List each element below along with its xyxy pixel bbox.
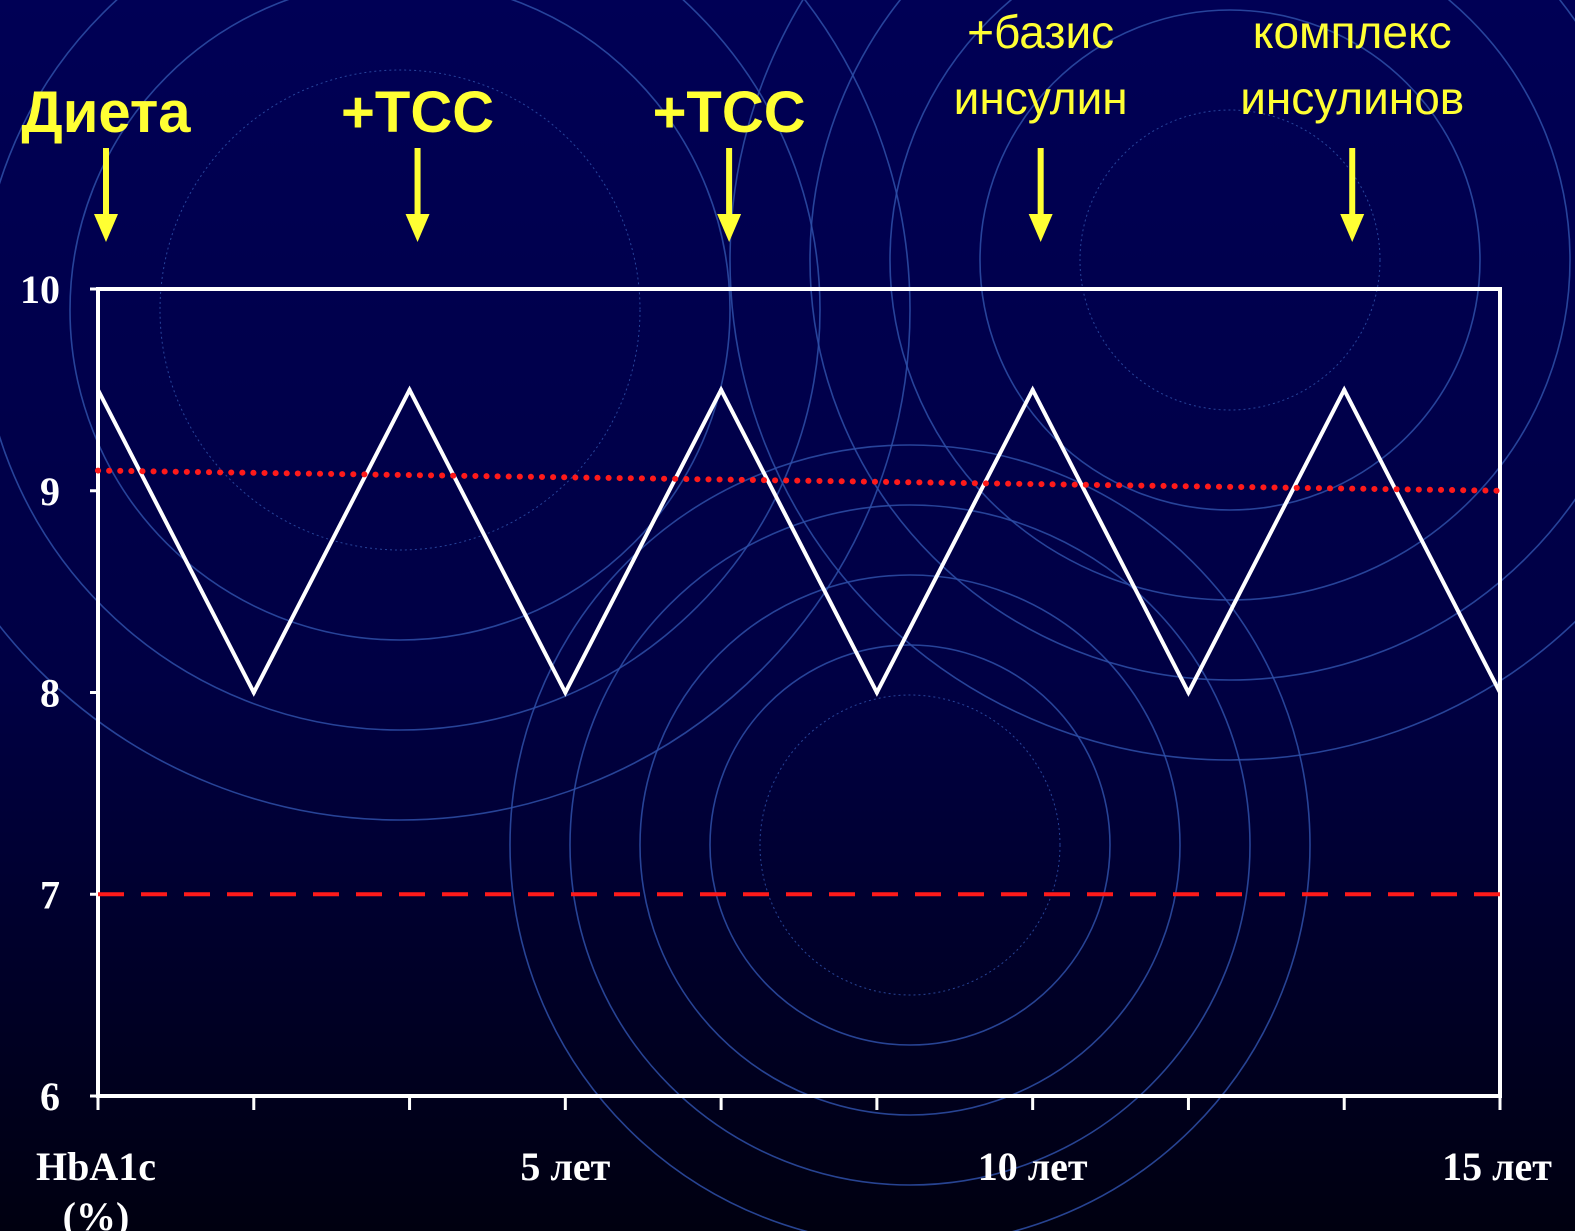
hba1c-data-point [1030, 387, 1035, 392]
annotation-label: Диета [21, 80, 191, 145]
hba1c-data-point [1186, 690, 1191, 695]
decorative-circle [809, 0, 1575, 681]
annotation-arrow-head-icon [94, 214, 118, 242]
y-tick-label: 9 [40, 469, 60, 514]
decorative-circle [979, 9, 1481, 511]
y-tick-label: 6 [40, 1074, 60, 1119]
annotation-arrow-head-icon [1340, 214, 1365, 242]
annotation-label: +базис инсулин [954, 6, 1128, 124]
annotations: Диета +ТСС +ТСС +базис инсулин комплекс инсули… [21, 6, 1464, 242]
annotation-label: +ТСС [653, 80, 806, 145]
hba1c-data-point [1498, 690, 1502, 695]
hba1c-data-point [563, 690, 568, 695]
decorative-circle [889, 0, 1571, 601]
hba1c-data-point [407, 387, 412, 392]
x-tick-label: 5 лет [520, 1144, 610, 1189]
plot-area: 6 7 8 9 10 HbA1c (%) 5 лет 10 лет 15 лет [20, 267, 1552, 1231]
y-tick-label: 10 [20, 267, 60, 312]
annotation-arrow-head-icon [717, 214, 742, 242]
decorative-circle [69, 0, 731, 641]
annotation-arrow-head-icon [1028, 214, 1053, 242]
decorative-circle [709, 644, 1111, 1046]
trend-series-line [95, 467, 1503, 494]
annotation-arrow-head-icon [405, 214, 430, 242]
decorative-circle [639, 574, 1181, 1116]
decorative-circle [729, 0, 1575, 761]
decorative-circle [569, 504, 1251, 1186]
decorative-circle [759, 694, 1061, 996]
hba1c-series-line [96, 385, 1502, 697]
annotation-label: +ТСС [341, 80, 494, 145]
annotation-label: комплекс инсулинов [1240, 6, 1464, 124]
decorative-circle [0, 0, 911, 821]
decorative-circle [0, 0, 821, 731]
x-tick-label: 15 лет [1442, 1144, 1552, 1189]
decorative-circle [509, 444, 1311, 1231]
y-tick-label: 8 [40, 671, 60, 716]
hba1c-data-point [719, 387, 724, 392]
y-axis-label: HbA1c (%) [36, 1144, 156, 1231]
decorative-circle [159, 69, 641, 551]
hba1c-data-point [251, 690, 256, 695]
hba1c-data-point [1342, 387, 1347, 392]
hba1c-data-point [96, 387, 100, 392]
y-tick-label: 7 [40, 872, 60, 917]
hba1c-data-point [874, 690, 879, 695]
decorative-circle [1079, 109, 1381, 411]
x-tick-label: 10 лет [978, 1144, 1088, 1189]
